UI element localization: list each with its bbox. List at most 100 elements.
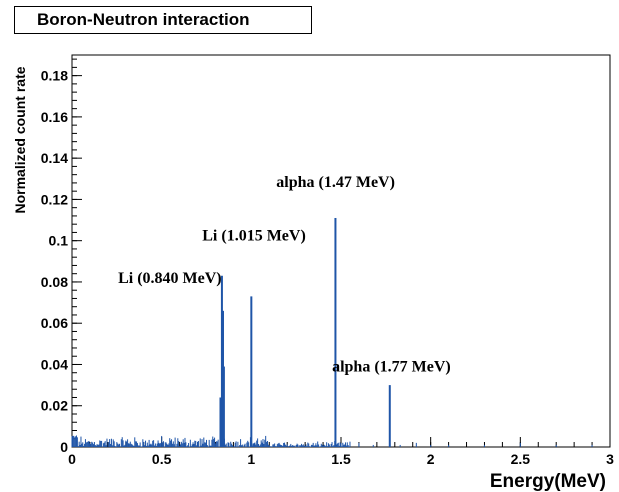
noise-bar [118, 444, 120, 447]
noise-bar [240, 445, 242, 447]
noise-bar [290, 443, 292, 447]
noise-bar [293, 445, 295, 447]
noise-bar [178, 440, 180, 447]
noise-bar [101, 440, 103, 447]
sparse-bar [483, 444, 485, 447]
noise-bar [156, 443, 158, 447]
noise-bar [130, 443, 132, 447]
noise-bar [169, 438, 171, 447]
peak-bar [388, 385, 391, 447]
noise-bar [232, 446, 234, 447]
noise-bar [85, 442, 87, 447]
noise-bar [225, 443, 227, 447]
noise-bar [96, 444, 98, 447]
noise-bar [263, 443, 265, 447]
noise-bar [283, 442, 285, 447]
x-tick-label: 0 [68, 451, 76, 467]
noise-bar [83, 445, 85, 447]
noise-bar [237, 441, 239, 447]
x-tick-label: 3 [606, 451, 614, 467]
noise-bar [267, 444, 269, 447]
histogram-bars [71, 217, 593, 447]
noise-bar [171, 443, 173, 447]
noise-bar [79, 444, 81, 447]
noise-bar [153, 445, 155, 447]
noise-bar [203, 437, 205, 447]
noise-bar [311, 444, 313, 447]
noise-bar [258, 444, 260, 447]
noise-bar [201, 439, 203, 447]
noise-bar [214, 443, 216, 447]
noise-bar [292, 445, 294, 447]
noise-bar [148, 439, 150, 447]
noise-bar [215, 441, 217, 447]
noise-bar [315, 443, 317, 447]
noise-bar [319, 446, 321, 447]
noise-bar [211, 439, 213, 447]
noise-bar [167, 445, 169, 447]
y-tick-label: 0.06 [41, 315, 68, 331]
noise-bar [185, 442, 187, 447]
noise-bar [262, 439, 264, 447]
noise-bar [187, 445, 189, 447]
noise-bar [73, 435, 75, 447]
sparse-bar [399, 444, 401, 447]
y-tick-label: 0.08 [41, 274, 68, 290]
noise-bar [172, 441, 174, 447]
noise-bar [124, 444, 126, 447]
noise-bar [317, 441, 319, 447]
noise-bar [114, 445, 116, 447]
noise-bar [232, 445, 234, 447]
noise-bar [155, 445, 157, 447]
noise-bar [123, 445, 125, 447]
sparse-bar [448, 444, 450, 447]
noise-bar [113, 441, 115, 447]
noise-bar [339, 442, 341, 447]
x-tick-label: 2 [427, 451, 435, 467]
noise-bar [162, 441, 164, 447]
noise-bar [241, 444, 243, 447]
noise-bar [176, 443, 178, 447]
noise-bar [247, 440, 249, 447]
noise-bar [235, 441, 237, 447]
noise-bar [119, 443, 121, 447]
noise-bar [137, 445, 139, 447]
noise-bar [301, 445, 303, 447]
noise-bar [234, 442, 236, 447]
y-tick-label: 0.16 [41, 109, 68, 125]
noise-bar [228, 442, 230, 447]
noise-bar [322, 445, 324, 447]
noise-bar [292, 445, 294, 447]
noise-bar [109, 439, 111, 447]
noise-bar [202, 443, 204, 447]
y-axis-label: Normalized count rate [12, 66, 28, 213]
noise-bar [86, 442, 88, 447]
noise-bar [288, 445, 290, 447]
noise-bar [306, 446, 308, 447]
noise-bar [102, 443, 104, 447]
noise-bar [151, 444, 153, 447]
peak-bar [220, 275, 223, 447]
noise-bar [136, 441, 138, 447]
noise-bar [270, 446, 272, 447]
noise-bar [328, 444, 330, 447]
noise-bar [192, 442, 194, 447]
noise-bar [93, 444, 95, 447]
peak-bar [222, 366, 225, 447]
noise-bar [191, 444, 193, 447]
noise-bar [159, 443, 161, 447]
noise-bar [327, 446, 329, 447]
noise-bar [189, 439, 191, 447]
noise-bar [253, 443, 255, 447]
noise-bar [348, 446, 350, 447]
noise-bar [205, 442, 207, 447]
noise-bar [80, 436, 82, 447]
noise-bar [316, 445, 318, 447]
noise-bar [182, 439, 184, 447]
noise-bar [257, 438, 259, 447]
y-tick-label: 0.18 [41, 68, 68, 84]
noise-bar [147, 445, 149, 447]
noise-bar [88, 441, 90, 447]
noise-bar [99, 440, 101, 447]
peak-bar [250, 296, 253, 447]
